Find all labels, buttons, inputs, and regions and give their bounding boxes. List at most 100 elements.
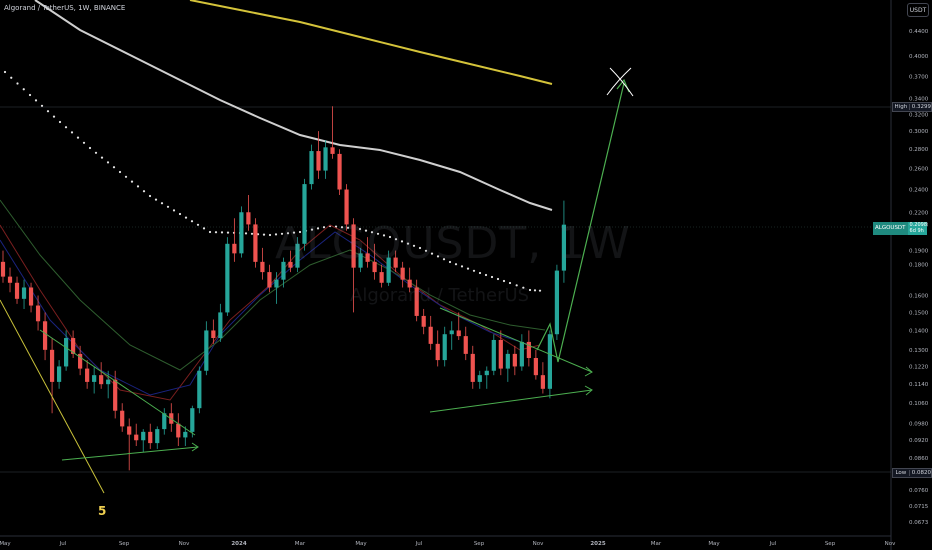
candle-body <box>42 321 48 350</box>
y-tick-label: 0.0920 <box>909 438 929 444</box>
ma-dot <box>10 76 13 79</box>
ma-dot <box>76 136 80 139</box>
ma-dot <box>286 232 290 235</box>
candle-body <box>540 375 545 389</box>
x-tick-label: Nov <box>533 541 544 547</box>
candle-body <box>449 330 454 335</box>
current-price-tag: ALGOUSDT 0.2098 6d 9h <box>873 222 928 235</box>
candle-body <box>127 426 132 435</box>
current-countdown: 6d 9h <box>909 228 924 234</box>
candle-body <box>330 147 335 154</box>
candle-body <box>113 379 118 411</box>
y-tick-label: 0.0673 <box>909 520 929 526</box>
x-tick-label: Jul <box>769 541 777 547</box>
candle-body <box>134 434 139 441</box>
long-ma-yellow <box>189 0 553 85</box>
ma-dot <box>358 227 362 231</box>
ma-dot <box>34 99 38 102</box>
current-value-block: 0.2098 6d 9h <box>908 222 928 235</box>
candle-body <box>176 423 181 438</box>
ma-dot <box>178 212 182 216</box>
ma-dot <box>454 263 458 266</box>
ma-dot <box>388 235 392 239</box>
candle-body <box>225 243 230 313</box>
ma-dot <box>130 180 134 183</box>
y-tick-label: 0.3000 <box>909 129 929 135</box>
candle-body <box>547 334 552 389</box>
triangle-arrowhead-1 <box>584 366 593 377</box>
ma-dot <box>334 225 338 228</box>
currency-button[interactable]: USDT <box>907 3 929 17</box>
ma-dot <box>16 82 19 85</box>
ma-dot <box>406 242 410 245</box>
x-tick-label: Sep <box>825 541 836 547</box>
ma-dot <box>124 175 128 178</box>
high-price-tag: High 0.3299 <box>892 102 932 112</box>
candle-body <box>428 326 433 344</box>
candle-body <box>295 243 300 268</box>
candle-body <box>323 147 328 171</box>
ma-dot <box>94 151 98 154</box>
chart-header: Algorand / TetherUS, 1W, BINANCE <box>4 4 126 12</box>
ma-dot <box>160 202 164 205</box>
candle-body <box>519 341 524 367</box>
ma-dot <box>196 223 200 226</box>
ma-dot <box>316 227 320 230</box>
candle-body <box>49 349 55 382</box>
watermark-symbol: ALGOUSDT, 1W <box>275 218 631 269</box>
ma-dot <box>268 233 272 237</box>
candle-body <box>351 224 356 268</box>
y-tick-label: 0.1900 <box>909 249 929 255</box>
candle-body <box>456 330 461 337</box>
candle-body <box>246 212 251 225</box>
ma-dot <box>466 267 470 270</box>
ma-dot <box>394 238 398 241</box>
candle-body <box>183 431 188 438</box>
x-tick-label: May <box>708 541 720 547</box>
candle-body <box>491 339 496 371</box>
candle-body <box>561 224 567 271</box>
ma-dot <box>508 281 512 285</box>
y-tick-label: 0.0760 <box>909 488 929 494</box>
ma-dot <box>280 232 284 235</box>
candle-body <box>400 267 405 280</box>
ma-dot <box>88 146 92 150</box>
y-tick-label: 0.3700 <box>909 74 929 80</box>
candle-body <box>386 257 391 283</box>
ma-dot <box>184 216 188 219</box>
ma-dot <box>382 234 386 237</box>
ma-dot <box>436 255 440 258</box>
low-label: Low <box>893 470 910 476</box>
ma-dot <box>106 161 110 164</box>
y-tick-label: 0.1500 <box>909 310 929 316</box>
ma-dot <box>112 166 116 169</box>
y-tick-label: 0.4000 <box>909 54 929 60</box>
ma-dot <box>412 244 416 247</box>
candle-body <box>526 341 531 359</box>
candle-body <box>358 253 363 268</box>
ma-dot <box>22 88 25 91</box>
wave-label: 5 <box>98 504 107 518</box>
candle-body <box>484 370 489 376</box>
candle-body <box>393 257 398 268</box>
ma-dot <box>274 233 278 236</box>
candle-body <box>512 353 517 367</box>
x-tick-label: 2025 <box>590 541 605 547</box>
candle-body <box>407 279 412 288</box>
candle-body <box>309 151 314 185</box>
ma-dot <box>166 205 170 208</box>
candle-body <box>414 287 419 316</box>
ma-dot <box>244 232 248 235</box>
ma-dot <box>472 269 476 272</box>
candle-body <box>162 413 167 430</box>
y-tick-label: 0.0980 <box>909 422 929 428</box>
candle-body <box>533 358 538 376</box>
ma-dot <box>58 120 62 124</box>
ma-dot <box>46 110 50 113</box>
candle-body <box>435 343 440 361</box>
triangle-arrowhead-2 <box>584 385 593 396</box>
ma-dot <box>310 228 314 231</box>
low-price-tag: Low 0.0820 <box>892 468 932 478</box>
candle-body <box>337 153 342 190</box>
